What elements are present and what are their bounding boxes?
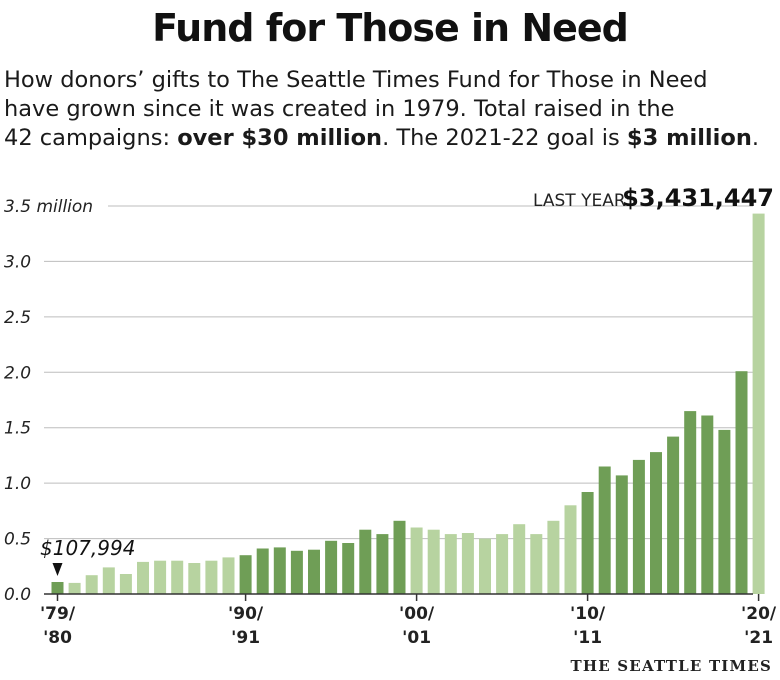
- subtitle-line-1: How donors’ gifts to The Seattle Times F…: [4, 67, 708, 93]
- x-tick-label: '20/: [741, 604, 777, 624]
- chart-title: Fund for Those in Need: [152, 6, 629, 50]
- bar: [222, 557, 235, 594]
- total-raised-highlight: over $30 million: [177, 125, 383, 151]
- last-year-value-label: $3,431,447: [622, 184, 774, 212]
- y-tick-label: 3.0: [4, 252, 31, 272]
- x-tick-label: '11: [573, 628, 602, 648]
- bar: [119, 574, 132, 594]
- bar: [735, 371, 748, 594]
- x-tick-label: '10/: [570, 604, 606, 624]
- bar: [718, 429, 731, 594]
- bar: [564, 505, 577, 594]
- bar: [359, 529, 372, 594]
- bar: [85, 575, 98, 594]
- subtitle-text: . The 2021-22 goal is: [382, 125, 627, 151]
- bar: [393, 520, 406, 594]
- bar: [513, 524, 526, 594]
- bar: [205, 560, 218, 594]
- bar: [68, 582, 81, 594]
- bar: [650, 452, 662, 594]
- bar: [479, 538, 491, 594]
- source-credit: THE SEATTLE TIMES: [570, 657, 772, 675]
- bar: [171, 560, 184, 594]
- bar: [154, 560, 167, 594]
- bar: [667, 436, 680, 594]
- last-year-label: LAST YEAR:: [533, 191, 631, 211]
- y-tick-label: 0.0: [4, 585, 31, 605]
- subtitle-line-3: 42 campaigns: over $30 million. The 2021…: [4, 124, 776, 153]
- bar: [137, 561, 149, 594]
- bar: [530, 534, 543, 594]
- bar: [701, 415, 714, 594]
- y-tick-label: 3.5 million: [4, 197, 93, 217]
- x-tick-label: '91: [231, 628, 260, 648]
- bar: [632, 459, 645, 594]
- bar: [325, 540, 338, 594]
- bar: [239, 555, 252, 594]
- bar: [342, 543, 355, 594]
- bar: [273, 547, 286, 594]
- bar: [444, 534, 457, 594]
- subtitle-text: 42 campaigns:: [4, 125, 178, 151]
- bar: [615, 475, 628, 594]
- x-tick-label: '80: [43, 628, 72, 648]
- x-tick-label: '00/: [399, 604, 435, 624]
- x-tick-label: '21: [744, 628, 773, 648]
- bar: [410, 527, 423, 594]
- subtitle-text: .: [751, 125, 759, 151]
- x-tick-label: '90/: [228, 604, 264, 624]
- bar: [102, 567, 115, 594]
- bar: [51, 582, 64, 594]
- bar: [684, 411, 697, 594]
- down-arrow-icon: [52, 563, 63, 576]
- bar: [461, 533, 474, 594]
- y-tick-label: 1.0: [4, 474, 31, 494]
- first-year-value-label: $107,994: [40, 536, 135, 560]
- bar: [256, 548, 269, 594]
- chart-subtitle: How donors’ gifts to The Seattle Times F…: [4, 66, 776, 153]
- bar: [376, 534, 389, 594]
- bar: [598, 466, 611, 594]
- y-tick-label: 2.5: [4, 308, 31, 328]
- bar: [547, 520, 560, 594]
- y-tick-label: 0.5: [4, 530, 31, 550]
- bar: [290, 550, 303, 594]
- y-tick-label: 2.0: [4, 363, 31, 383]
- bar: [581, 492, 594, 594]
- bar: [496, 534, 509, 594]
- bar: [308, 549, 320, 594]
- bar: [752, 213, 765, 594]
- bar: [188, 563, 201, 594]
- x-tick-label: '01: [402, 628, 431, 648]
- subtitle-line-2: have grown since it was created in 1979.…: [4, 96, 675, 122]
- goal-highlight: $3 million: [626, 125, 752, 151]
- bar: [427, 529, 440, 594]
- x-tick-label: '79/: [40, 604, 76, 624]
- y-tick-label: 1.5: [4, 419, 31, 439]
